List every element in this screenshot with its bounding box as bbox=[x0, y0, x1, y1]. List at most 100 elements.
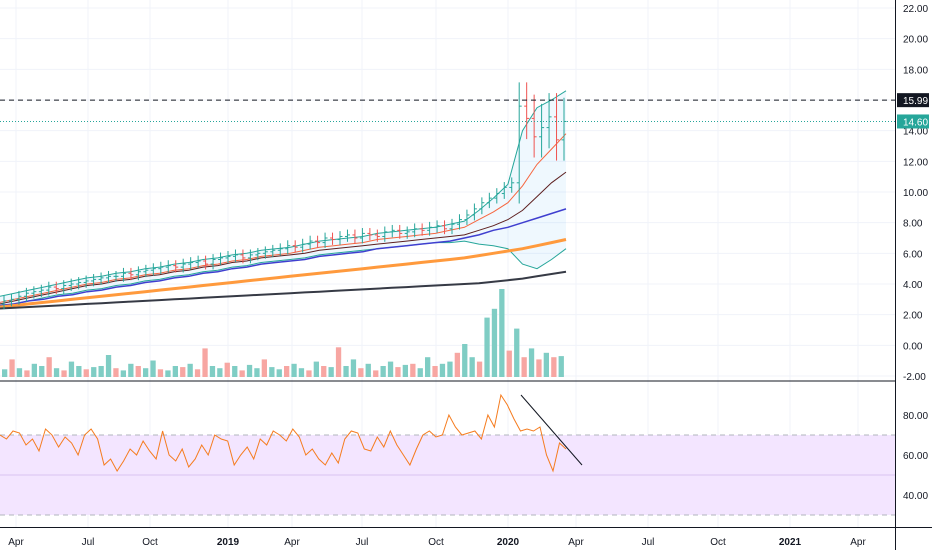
candle bbox=[539, 103, 545, 158]
price-tick-label: 0.00 bbox=[903, 341, 923, 352]
candle bbox=[8, 293, 14, 307]
candle bbox=[128, 267, 134, 281]
x-tick-label: Oct bbox=[710, 537, 726, 548]
trend-line bbox=[520, 394, 583, 466]
volume-bar bbox=[439, 363, 446, 377]
volume-bars bbox=[2, 289, 564, 377]
candle bbox=[173, 260, 179, 273]
candle bbox=[419, 223, 425, 236]
moving-average-line bbox=[0, 270, 567, 310]
candle bbox=[150, 263, 156, 276]
volume-bar bbox=[120, 370, 126, 377]
candle bbox=[120, 267, 126, 282]
x-tick-label: Apr bbox=[850, 537, 866, 548]
price-candles bbox=[1, 82, 567, 310]
candle bbox=[307, 235, 313, 250]
volume-bar bbox=[387, 361, 394, 377]
volume-bar bbox=[365, 363, 371, 377]
candle bbox=[203, 255, 209, 270]
price-level-badge bbox=[897, 93, 929, 108]
price-tick-label: 8.00 bbox=[903, 219, 923, 230]
volume-bar bbox=[343, 366, 349, 377]
moving-average-line bbox=[0, 208, 567, 307]
bollinger-upper bbox=[0, 90, 567, 297]
candle bbox=[31, 286, 37, 299]
candle bbox=[546, 93, 552, 149]
candle bbox=[158, 261, 164, 275]
candle bbox=[359, 228, 365, 244]
candle bbox=[322, 232, 328, 248]
volume-bar bbox=[135, 366, 141, 377]
volume-bar bbox=[224, 362, 230, 377]
x-tick-label: 2019 bbox=[217, 537, 240, 548]
volume-bar bbox=[157, 369, 164, 377]
candle bbox=[456, 214, 462, 230]
candle bbox=[225, 251, 231, 264]
candle bbox=[255, 247, 261, 261]
x-tick-label: Jul bbox=[82, 537, 95, 548]
candle bbox=[554, 93, 560, 161]
volume-bar bbox=[232, 366, 238, 377]
candle bbox=[524, 82, 530, 140]
candle bbox=[61, 280, 67, 294]
candle bbox=[165, 260, 171, 273]
oscillator-tick-label: 40.00 bbox=[903, 491, 928, 502]
volume-bar bbox=[491, 308, 498, 377]
candle bbox=[113, 270, 119, 282]
x-tick-label: Apr bbox=[568, 537, 584, 548]
candle bbox=[53, 281, 59, 294]
candle bbox=[531, 94, 537, 158]
price-level-label: 14.60 bbox=[903, 117, 928, 128]
volume-bar bbox=[499, 289, 505, 377]
volume-bar bbox=[9, 359, 15, 377]
volume-bar bbox=[551, 357, 557, 377]
price-tick-label: 20.00 bbox=[903, 35, 928, 46]
price-tick-label: 14.00 bbox=[903, 127, 928, 138]
volume-bar bbox=[180, 367, 186, 377]
candle bbox=[76, 277, 82, 290]
candle bbox=[98, 272, 104, 285]
candle bbox=[247, 249, 253, 264]
candle bbox=[240, 249, 246, 264]
volume-bar bbox=[328, 367, 334, 377]
volume-bar bbox=[209, 366, 216, 377]
volume-bar bbox=[506, 350, 512, 377]
volume-bar bbox=[432, 366, 438, 377]
volume-bar bbox=[298, 368, 305, 377]
price-tick-label: 18.00 bbox=[903, 65, 928, 76]
volume-bar bbox=[402, 364, 408, 377]
candle bbox=[382, 226, 388, 242]
price-tick-label: 6.00 bbox=[903, 249, 923, 260]
volume-bar bbox=[410, 363, 416, 377]
volume-bar bbox=[514, 328, 520, 377]
oscillator-tick-label: 80.00 bbox=[903, 411, 928, 422]
volume-bar bbox=[358, 368, 364, 377]
volume-bar bbox=[31, 363, 37, 377]
x-tick-label: 2021 bbox=[779, 537, 802, 548]
candle bbox=[471, 203, 477, 221]
volume-bar bbox=[46, 357, 52, 377]
price-tick-label: 22.00 bbox=[903, 4, 928, 15]
volume-bar bbox=[113, 368, 119, 377]
price-level-badge bbox=[897, 114, 929, 129]
candle bbox=[337, 231, 343, 245]
volume-bar bbox=[276, 369, 282, 377]
volume-bar bbox=[454, 352, 460, 377]
candle bbox=[479, 197, 485, 215]
volume-bar bbox=[291, 363, 297, 377]
candle bbox=[262, 246, 268, 259]
volume-bar bbox=[313, 361, 319, 377]
candle bbox=[389, 224, 395, 238]
candle bbox=[442, 220, 448, 235]
volume-bar bbox=[2, 369, 8, 377]
volume-bar bbox=[53, 368, 60, 377]
volume-bar bbox=[98, 366, 104, 377]
volume-bar bbox=[261, 359, 267, 377]
candle bbox=[509, 177, 515, 193]
volume-bar bbox=[476, 361, 483, 377]
bollinger-lower bbox=[0, 240, 567, 306]
volume-bar bbox=[246, 364, 253, 377]
candle bbox=[83, 275, 89, 288]
volume-bar bbox=[484, 317, 490, 377]
candle bbox=[344, 229, 350, 242]
